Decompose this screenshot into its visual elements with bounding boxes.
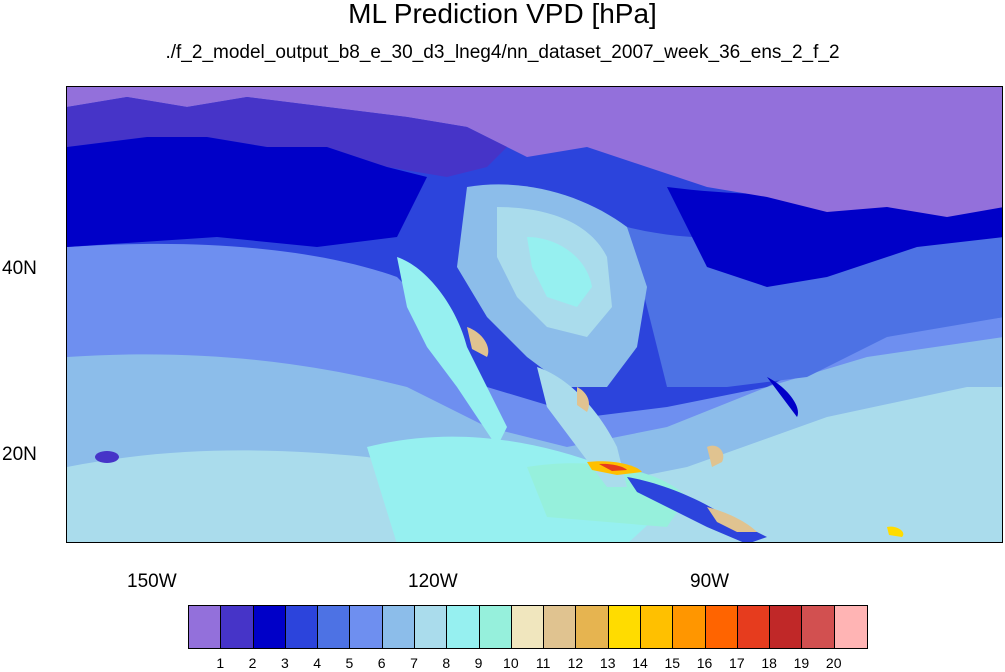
colorbar-swatch <box>350 606 383 648</box>
colorbar-swatch <box>285 606 319 648</box>
lon-label-150w: 150W <box>127 571 177 592</box>
colorbar-tick-label: 2 <box>248 655 257 671</box>
colorbar-tick-label: 15 <box>664 655 681 671</box>
colorbar-swatch <box>318 606 351 648</box>
vpd-map-graphic <box>67 87 1002 542</box>
colorbar-tick-label: 12 <box>567 655 584 671</box>
colorbar-tick-label: 7 <box>410 655 418 671</box>
colorbar-tick-label: 8 <box>442 655 451 671</box>
colorbar-swatch <box>802 606 835 648</box>
colorbar-swatch <box>576 606 609 648</box>
colorbar-tick-label: 11 <box>535 655 551 671</box>
colorbar-tick-label: 17 <box>729 655 745 671</box>
colorbar-swatch <box>382 606 415 648</box>
colorbar-tick-label: 19 <box>793 655 810 671</box>
colorbar-swatch <box>511 606 545 648</box>
colorbar-swatch <box>834 606 867 648</box>
colorbar-tick-label: 6 <box>377 655 386 671</box>
lat-label-40n: 40N <box>2 258 37 279</box>
colorbar-tick-label: 16 <box>696 655 713 671</box>
lon-label-90w: 90W <box>690 571 730 592</box>
colorbar-swatch <box>414 606 448 648</box>
colorbar-tick-label: 4 <box>313 655 322 671</box>
colorbar-swatch <box>221 606 254 648</box>
colorbar-swatch <box>447 606 480 648</box>
vpd-map <box>66 86 1003 543</box>
colorbar-swatch <box>673 606 706 648</box>
colorbar-swatch <box>479 606 512 648</box>
lat-label-20n: 20N <box>2 444 37 465</box>
colorbar-swatch <box>770 606 803 648</box>
colorbar-tick-label: 13 <box>599 655 616 671</box>
colorbar-swatch <box>737 606 771 648</box>
colorbar-labels: 1 2 3 4 5 6 7 8 9 10 11 12 13 14 15 16 17 18 19 20 <box>0 655 1005 671</box>
colorbar-swatch <box>544 606 577 648</box>
colorbar-swatch <box>608 606 641 648</box>
colorbar-swatch <box>253 606 286 648</box>
colorbar-tick-label: 20 <box>825 655 842 671</box>
colorbar-tick-label: 14 <box>632 655 648 671</box>
map-subtitle: ./f_2_model_output_b8_e_30_d3_lneg4/nn_d… <box>165 42 840 63</box>
lon-label-120w: 120W <box>408 571 458 592</box>
colorbar-tick-label: 18 <box>761 655 777 671</box>
colorbar-swatch <box>705 606 738 648</box>
colorbar-swatch <box>189 606 222 648</box>
colorbar <box>188 605 868 649</box>
colorbar-tick-label: 10 <box>503 655 519 671</box>
colorbar-swatch <box>640 606 674 648</box>
colorbar-tick-label: 9 <box>474 655 483 671</box>
map-title: ML Prediction VPD [hPa] <box>348 0 657 29</box>
colorbar-tick-label: 3 <box>280 655 289 671</box>
colorbar-tick-label: 1 <box>216 655 225 671</box>
colorbar-tick-label: 5 <box>345 655 354 671</box>
